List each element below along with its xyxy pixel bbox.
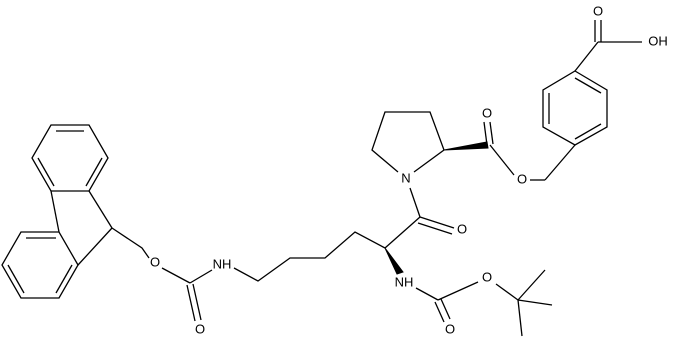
bond (37, 157, 55, 187)
atom-label: O (517, 171, 527, 186)
bonds (1, 20, 642, 337)
bond (483, 121, 488, 146)
bond (437, 281, 479, 301)
atom-labels: O OH O O N O NH O O NH O O (150, 3, 668, 336)
atom-label: OH (648, 33, 668, 48)
bond (371, 111, 445, 173)
wedge (384, 247, 404, 275)
atom-label: NH (395, 274, 414, 289)
atom-label: O (457, 221, 467, 236)
bond (417, 222, 453, 235)
bond (574, 41, 599, 72)
bond (77, 227, 113, 266)
bond (544, 144, 576, 181)
bond (50, 190, 60, 233)
bond (7, 264, 25, 294)
atom-label: O (150, 254, 160, 269)
bond (85, 157, 103, 187)
bond (384, 216, 421, 249)
bond (415, 287, 439, 301)
atom-label: O (445, 321, 455, 336)
bond (192, 283, 202, 321)
bond (574, 77, 602, 94)
bond (189, 269, 213, 284)
atom-label: NH (213, 256, 232, 271)
bond (55, 264, 73, 294)
bond (495, 283, 519, 301)
bond (517, 299, 553, 306)
bond (419, 216, 455, 229)
bond (88, 190, 113, 229)
atom-label: O (593, 3, 603, 18)
bond (111, 227, 150, 259)
bond (574, 123, 602, 140)
bond (233, 231, 386, 282)
bond (517, 269, 546, 301)
atom-label: O (195, 321, 205, 336)
bond (409, 187, 421, 218)
ring (542, 70, 608, 146)
bond (161, 267, 191, 284)
bond (440, 298, 451, 320)
atom-label: N (401, 170, 410, 185)
bond (489, 121, 494, 145)
wedge (443, 141, 489, 151)
bond (434, 301, 445, 323)
bond (489, 144, 515, 176)
atom-label: O (482, 105, 492, 120)
atom-label: O (482, 269, 492, 284)
bond (517, 299, 523, 337)
bond (186, 284, 196, 322)
